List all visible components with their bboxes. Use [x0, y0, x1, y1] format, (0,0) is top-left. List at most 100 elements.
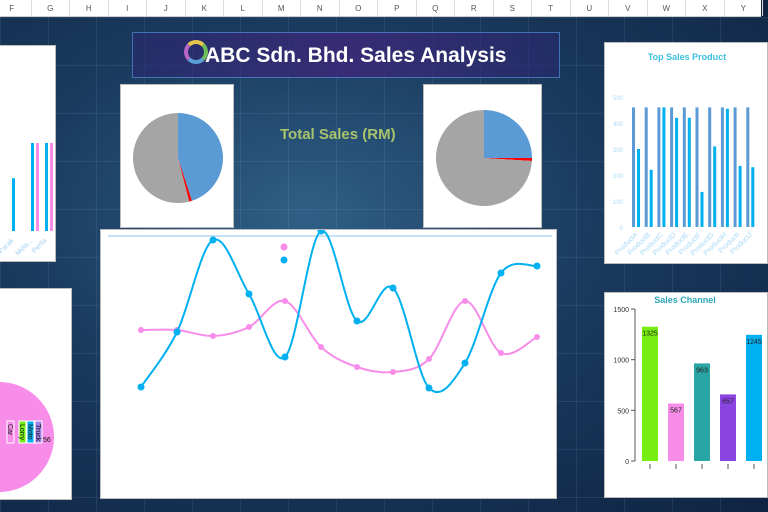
- bar: [644, 107, 648, 227]
- total-sales-label: Total Sales (RM): [280, 126, 396, 143]
- y-tick-label: 400: [613, 122, 624, 128]
- pie-label: Car: [6, 424, 13, 436]
- data-point: [245, 290, 253, 298]
- column-header-P[interactable]: P: [378, 0, 417, 16]
- bar: [694, 363, 710, 461]
- pie-chart-1[interactable]: [120, 84, 234, 228]
- bar: [738, 165, 742, 227]
- data-point: [173, 328, 181, 336]
- data-point: [209, 236, 217, 244]
- data-label: 567: [670, 408, 682, 415]
- pie-annotation: 56: [43, 437, 51, 444]
- bar: [36, 143, 39, 231]
- column-header-T[interactable]: T: [532, 0, 571, 16]
- bar: [637, 149, 640, 227]
- y-tick-label: 100: [613, 200, 624, 206]
- legend-swatch: [26, 420, 35, 444]
- data-point: [137, 383, 145, 391]
- column-header-G[interactable]: G: [32, 0, 70, 16]
- pie-slice: [133, 113, 190, 203]
- legend-marker: [280, 256, 288, 264]
- data-point: [246, 324, 252, 330]
- data-point: [462, 298, 468, 304]
- bar: [720, 394, 736, 461]
- data-point: [353, 317, 361, 325]
- data-point: [138, 327, 144, 333]
- pie-label: Truck: [34, 424, 41, 442]
- legend-marker: [280, 243, 288, 251]
- data-point: [426, 356, 432, 362]
- legend-swatch: [6, 420, 15, 444]
- series-line: [140, 299, 538, 374]
- bar: [657, 107, 661, 227]
- y-tick-label: 0: [625, 459, 629, 466]
- page-title: ABC Sdn. Bhd. Sales Analysis: [205, 44, 507, 67]
- bar: [720, 107, 724, 227]
- data-point: [282, 298, 288, 304]
- column-header-Q[interactable]: Q: [417, 0, 455, 16]
- y-tick-label: 300: [613, 148, 624, 154]
- trend-line-chart[interactable]: [100, 227, 557, 499]
- bar: [695, 107, 699, 227]
- column-header-H[interactable]: H: [70, 0, 109, 16]
- column-header-V[interactable]: V: [609, 0, 648, 16]
- bar: [746, 107, 750, 227]
- bar: [45, 143, 48, 231]
- top-sales-product-chart[interactable]: Top Sales Product 0 100 200 300 400 500 Product…: [604, 42, 768, 264]
- y-tick-label: 500: [613, 96, 624, 102]
- bar: [642, 326, 658, 461]
- column-header-N[interactable]: N: [301, 0, 340, 16]
- column-header-X[interactable]: X: [686, 0, 725, 16]
- data-point: [318, 344, 324, 350]
- column-header-L[interactable]: L: [224, 0, 263, 16]
- data-point: [534, 334, 540, 340]
- column-header-R[interactable]: R: [455, 0, 494, 16]
- data-point: [498, 350, 504, 356]
- bar: [708, 107, 712, 227]
- data-point: [533, 262, 541, 270]
- chart-title: Top Sales Product: [648, 52, 726, 62]
- data-point: [317, 227, 325, 235]
- column-header-M[interactable]: M: [263, 0, 301, 16]
- column-header-K[interactable]: K: [186, 0, 224, 16]
- data-point: [390, 369, 396, 375]
- pie-label: Moto: [26, 424, 33, 440]
- bar: [670, 107, 674, 227]
- pie-slice: [484, 158, 532, 162]
- category-label: Parak: [0, 237, 16, 255]
- bar: [31, 143, 34, 231]
- column-header-O[interactable]: O: [340, 0, 378, 16]
- bar: [687, 117, 691, 227]
- bar: [50, 143, 53, 231]
- data-label: 1245: [746, 339, 762, 346]
- column-header-W[interactable]: W: [648, 0, 686, 16]
- category-label: Perlis: [31, 237, 49, 255]
- bar: [725, 108, 729, 227]
- column-header-U[interactable]: U: [571, 0, 609, 16]
- vehicle-pie-chart[interactable]: Car Lorry Moto Truck 56: [0, 288, 72, 500]
- chart-title: Sales Channel: [654, 295, 716, 305]
- data-point: [389, 284, 397, 292]
- pie-chart-2[interactable]: [423, 84, 542, 228]
- y-tick-label: 0: [620, 226, 624, 232]
- column-header-I[interactable]: I: [109, 0, 147, 16]
- sales-channel-chart[interactable]: Sales Channel 0 500 1000 1500 1325 567 963 657 12…: [604, 292, 768, 498]
- state-bar-chart[interactable]: ...gParakMela...Perlis: [0, 45, 56, 262]
- bar: [682, 107, 686, 227]
- pie-label: Lorry: [18, 424, 25, 440]
- bar: [662, 107, 666, 227]
- column-header-F[interactable]: F: [0, 0, 32, 16]
- column-header-J[interactable]: J: [147, 0, 186, 16]
- legend-swatch: [34, 420, 43, 444]
- data-point: [354, 364, 360, 370]
- column-header-Y[interactable]: Y: [725, 0, 763, 16]
- category-label: Mela...: [15, 237, 35, 257]
- company-logo-icon: [184, 40, 208, 64]
- bar: [700, 191, 704, 227]
- pie-slice: [436, 110, 532, 206]
- y-tick-label: 1500: [613, 307, 629, 314]
- column-header-S[interactable]: S: [494, 0, 532, 16]
- data-label: 963: [696, 367, 708, 374]
- y-tick-label: 1000: [613, 358, 629, 365]
